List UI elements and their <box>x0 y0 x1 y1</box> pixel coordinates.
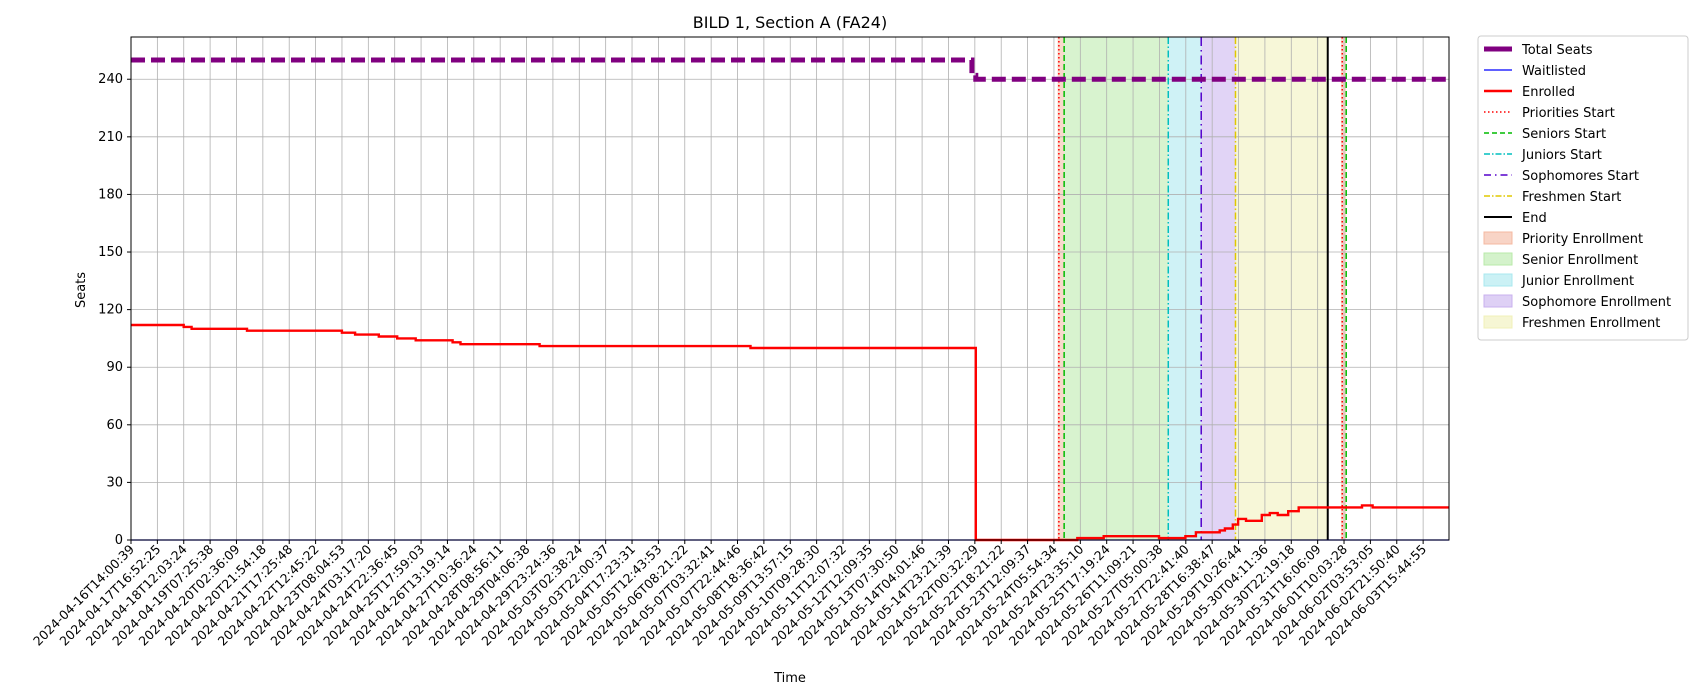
y-tick-label: 210 <box>98 130 123 145</box>
legend-label: Junior Enrollment <box>1521 274 1634 289</box>
legend-label: Sophomores Start <box>1522 169 1639 184</box>
series-total-seats <box>131 57 1449 82</box>
legend: Total Seats Waitlisted Enrolled Priorities … <box>1477 35 1689 341</box>
legend-label: End <box>1522 211 1547 226</box>
phase-markers <box>1058 37 1347 540</box>
legend-label: Seniors Start <box>1522 127 1606 142</box>
x-axis-ticks: 2024-04-16T14:00:392024-04-17T16:52:2520… <box>30 540 1429 649</box>
y-tick-label: 30 <box>106 475 123 490</box>
legend-item: Total Seats <box>1484 43 1593 58</box>
series-enrolled <box>131 323 1449 542</box>
y-axis-ticks: 0 30 60 90 120 150 180 210 240 <box>98 72 131 548</box>
y-tick-label: 120 <box>98 303 123 318</box>
x-axis-label: Time <box>773 671 806 686</box>
legend-swatch <box>1483 231 1513 245</box>
y-tick-label: 60 <box>106 418 123 433</box>
legend-item: Juniors Start <box>1484 148 1602 163</box>
legend-item: Junior Enrollment <box>1483 273 1634 289</box>
legend-label: Sophomore Enrollment <box>1522 295 1671 310</box>
span-priority-enrollment <box>1057 37 1065 540</box>
legend-swatch <box>1483 315 1513 329</box>
legend-item: Senior Enrollment <box>1483 252 1638 268</box>
legend-label: Waitlisted <box>1522 64 1586 79</box>
y-tick-label: 90 <box>106 360 123 375</box>
legend-box <box>1477 35 1689 341</box>
legend-item: Freshmen Start <box>1484 190 1621 205</box>
span-junior-enrollment <box>1168 37 1202 540</box>
y-axis-label: Seats <box>74 272 89 308</box>
span-senior-enrollment <box>1064 37 1169 540</box>
legend-label: Enrolled <box>1522 85 1575 100</box>
legend-label: Total Seats <box>1521 43 1593 58</box>
legend-item: Waitlisted <box>1484 64 1586 79</box>
span-freshmen-enrollment <box>1235 37 1328 540</box>
legend-item: Sophomores Start <box>1484 169 1639 184</box>
legend-label: Juniors Start <box>1521 148 1602 163</box>
legend-item: Priorities Start <box>1484 106 1615 121</box>
legend-swatch <box>1483 252 1513 266</box>
legend-swatch <box>1483 273 1513 287</box>
y-tick-label: 150 <box>98 245 123 260</box>
legend-item: Seniors Start <box>1484 127 1606 142</box>
enrollment-spans <box>1057 37 1347 540</box>
legend-label: Priority Enrollment <box>1522 232 1643 247</box>
y-tick-label: 180 <box>98 187 123 202</box>
legend-item: Sophomore Enrollment <box>1483 294 1671 310</box>
legend-label: Priorities Start <box>1522 106 1615 121</box>
legend-label: Freshmen Start <box>1522 190 1621 205</box>
legend-swatch <box>1483 294 1513 308</box>
legend-item: Priority Enrollment <box>1483 231 1643 247</box>
legend-item: Enrolled <box>1484 85 1575 100</box>
chart-title: BILD 1, Section A (FA24) <box>693 13 887 32</box>
y-tick-label: 0 <box>115 533 123 548</box>
legend-label: Senior Enrollment <box>1522 253 1638 268</box>
y-tick-label: 240 <box>98 72 123 87</box>
legend-item: End <box>1484 211 1547 226</box>
span-sophomore-enrollment <box>1201 37 1236 540</box>
legend-label: Freshmen Enrollment <box>1522 316 1660 331</box>
span-extra-5 <box>1340 37 1347 540</box>
legend-item: Freshmen Enrollment <box>1483 315 1660 331</box>
